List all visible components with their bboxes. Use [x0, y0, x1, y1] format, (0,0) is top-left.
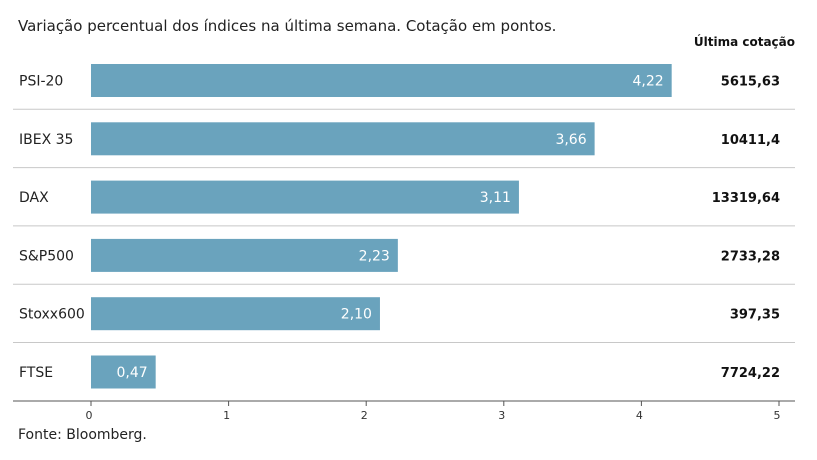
value-label: 0,47 — [117, 365, 148, 381]
bar-s-p500 — [91, 238, 398, 272]
category-label: S&P500 — [19, 248, 74, 264]
value-label: 3,66 — [555, 132, 586, 148]
value-label: 4,22 — [633, 74, 664, 90]
last-quote-value: 397,35 — [730, 308, 780, 323]
source-note: Fonte: Bloomberg. — [18, 427, 147, 443]
bar-ibex-35 — [91, 122, 595, 156]
category-label: Stoxx600 — [19, 307, 85, 323]
value-label: 2,23 — [359, 248, 390, 264]
x-tick-label: 3 — [498, 409, 505, 422]
last-quote-value: 5615,63 — [721, 75, 780, 90]
last-quote-value: 7724,22 — [721, 366, 780, 381]
chart-subtitle: Variação percentual dos índices na últim… — [18, 17, 557, 35]
category-label: PSI-20 — [19, 74, 63, 90]
bar-ftse — [91, 355, 156, 389]
x-tick-label: 0 — [86, 409, 93, 422]
value-label: 2,10 — [341, 307, 372, 323]
last-quote-value: 2733,28 — [721, 249, 780, 264]
last-quote-header: Última cotação — [693, 35, 795, 49]
last-quote-value: 10411,4 — [721, 133, 780, 148]
x-tick-label: 1 — [223, 409, 230, 422]
category-label: DAX — [19, 190, 49, 206]
last-quote-value: 13319,64 — [712, 191, 780, 206]
category-label: FTSE — [19, 365, 53, 381]
x-tick-label: 5 — [774, 409, 781, 422]
x-tick-label: 4 — [636, 409, 643, 422]
category-label: IBEX 35 — [19, 132, 73, 148]
bar-psi-20 — [91, 64, 672, 97]
value-label: 3,11 — [480, 190, 511, 206]
bar-stoxx600 — [91, 297, 380, 331]
x-tick-label: 2 — [361, 409, 368, 422]
bar-dax — [91, 180, 519, 214]
